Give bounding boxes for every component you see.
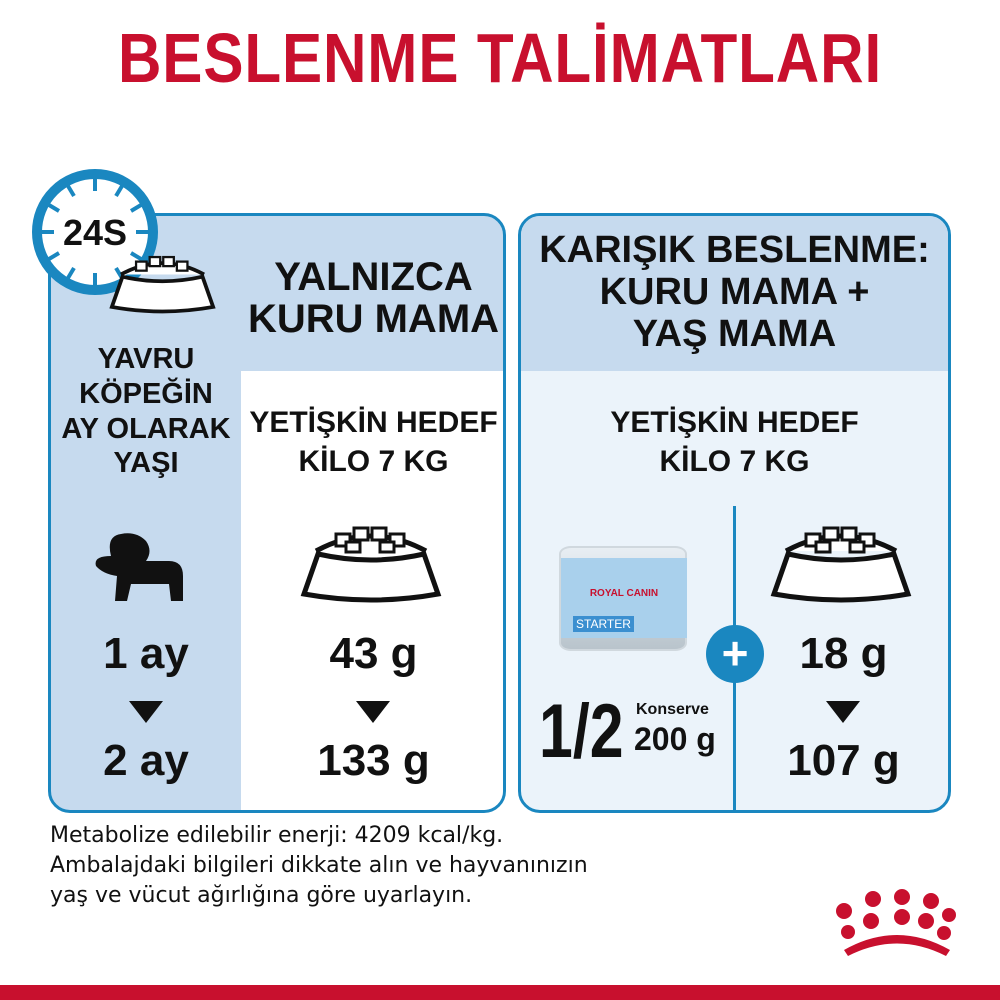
dry-amount-from: 18 g [799, 629, 888, 678]
puppy-age-label: YAVRU KÖPEĞİN AY OLARAK YAŞI [61, 343, 231, 480]
dry-only-heading: YALNIZCA KURU MAMA [247, 255, 500, 341]
target-weight-label: YETİŞKİN HEDEF KİLO 7 KG [610, 406, 859, 478]
clock-icon: 24S [32, 169, 158, 295]
age-to: 2 ay [103, 736, 189, 785]
arrow-down-icon [129, 701, 163, 723]
age-from: 1 ay [103, 629, 189, 678]
arrow-down-icon [356, 701, 390, 723]
arrow-down-icon [826, 701, 860, 723]
footer-instruction-line2: yaş ve vücut ağırlığına göre uyarlayın. [50, 883, 473, 908]
wet-food-can-image: ROYAL CANIN STARTER [559, 546, 687, 651]
can-weight: 200 g [634, 721, 716, 757]
dry-amount-from: 43 g [329, 629, 418, 678]
dry-food-bowl-icon [300, 526, 442, 603]
target-weight-label: YETİŞKİN HEDEF KİLO 7 KG [249, 406, 498, 478]
page-title: BESLENME TALİMATLARI [117, 19, 883, 97]
dry-amount-to: 107 g [787, 736, 900, 785]
can-fraction: 1/2 [539, 689, 624, 774]
brand-footer-bar [0, 985, 1000, 1000]
mixed-feeding-heading: KARIŞIK BESLENME: KURU MAMA + YAŞ MAMA [539, 229, 930, 355]
dry-amount-to: 133 g [317, 736, 430, 785]
mixed-feeding-panel: KARIŞIK BESLENME: KURU MAMA + YAŞ MAMA YET… [518, 213, 951, 813]
can-unit: Konserve [636, 701, 709, 718]
footer-energy-note: Metabolize edilebilir enerji: 4209 kcal/… [50, 823, 504, 848]
mixed-feeding-header [521, 216, 948, 371]
dry-only-panel: YALNIZCA KURU MAMA YAVRU KÖPEĞİN AY OLARAK… [48, 213, 506, 813]
plus-icon: + [706, 625, 764, 683]
clock-label: 24S [63, 212, 127, 253]
royal-canin-crown-logo [836, 889, 956, 956]
dry-food-bowl-icon [109, 255, 216, 314]
footer-instruction-line1: Ambalajdaki bilgileri dikkate alın ve ha… [50, 853, 588, 878]
dry-food-bowl-icon [770, 526, 912, 603]
puppy-icon [95, 533, 183, 601]
